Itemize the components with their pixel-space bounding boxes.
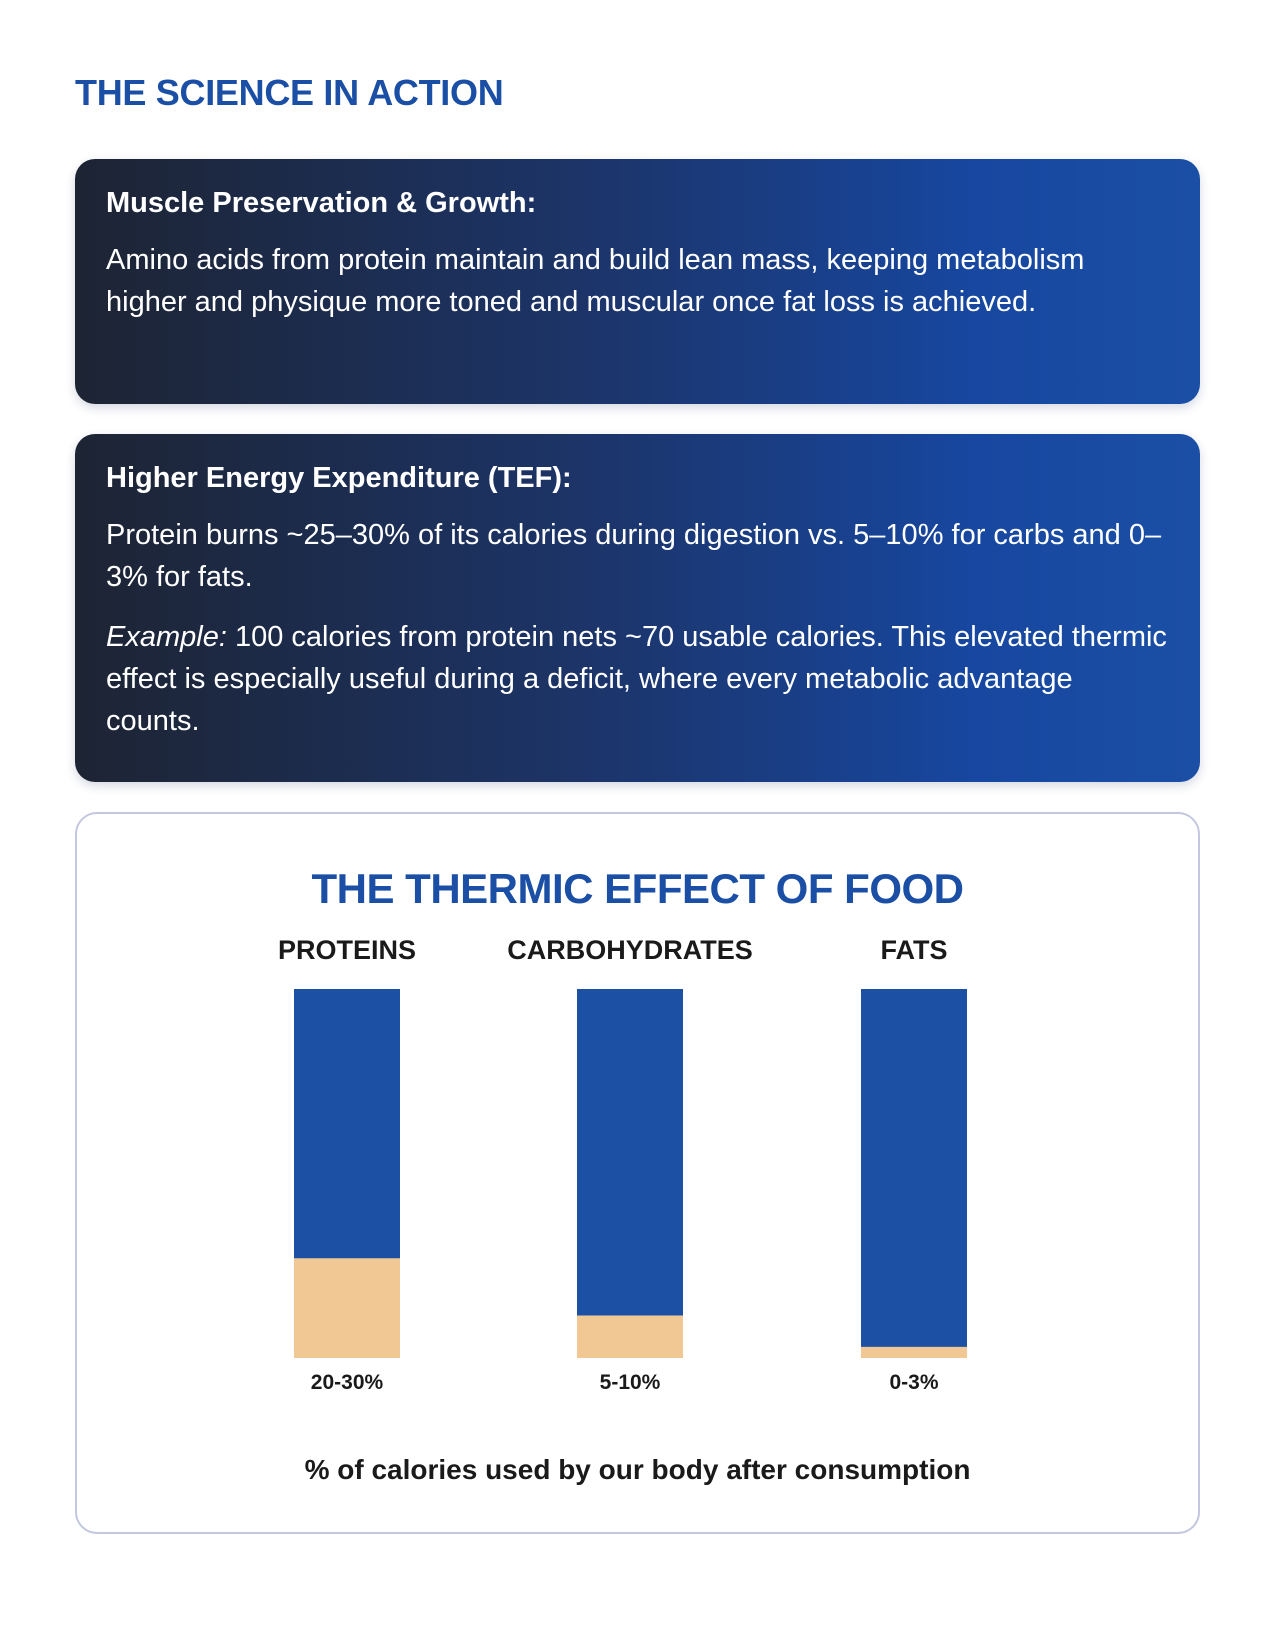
card-body: Protein burns ~25–30% of its calories du… bbox=[106, 519, 1162, 593]
card-heading: Muscle Preservation & Growth: bbox=[106, 187, 537, 219]
category-label-fats: FATS bbox=[881, 935, 948, 965]
category-label-proteins: PROTEINS bbox=[278, 935, 416, 965]
muscle-preservation-card: Muscle Preservation & Growth: Amino acid… bbox=[75, 159, 1200, 404]
card-example: Example: 100 calories from protein nets … bbox=[106, 616, 1168, 742]
bar-carbohydrates-used bbox=[577, 1315, 683, 1358]
chart-x-label: % of calories used by our body after con… bbox=[304, 1454, 971, 1485]
value-label-fats: 0-3% bbox=[889, 1371, 938, 1394]
bar-proteins-used bbox=[294, 1258, 400, 1358]
card-heading: Higher Energy Expenditure (TEF): bbox=[106, 462, 572, 494]
example-body: 100 calories from protein nets ~70 usabl… bbox=[106, 621, 1167, 737]
card-body: Amino acids from protein maintain and bu… bbox=[106, 244, 1085, 318]
example-label: Example: bbox=[106, 621, 227, 653]
chart-title: THE THERMIC EFFECT OF FOOD bbox=[311, 865, 964, 912]
energy-expenditure-card: Higher Energy Expenditure (TEF): Protein… bbox=[75, 434, 1200, 782]
thermic-effect-chart: THE THERMIC EFFECT OF FOOD PROTEINS 20-30… bbox=[75, 812, 1200, 1534]
value-label-proteins: 20-30% bbox=[311, 1371, 384, 1394]
category-label-carbohydrates: CARBOHYDRATES bbox=[507, 935, 753, 965]
value-label-carbohydrates: 5-10% bbox=[600, 1371, 661, 1394]
section-title: THE SCIENCE IN ACTION bbox=[75, 72, 504, 113]
bar-carbohydrates-remaining bbox=[577, 989, 683, 1316]
bar-fats-remaining bbox=[861, 989, 967, 1347]
bar-fats-used bbox=[861, 1346, 967, 1358]
bar-chart: PROTEINS 20-30% CARBOHYDRATES 5-10% FATS 0-3% bbox=[278, 935, 967, 1394]
bar-proteins-remaining bbox=[294, 989, 400, 1259]
